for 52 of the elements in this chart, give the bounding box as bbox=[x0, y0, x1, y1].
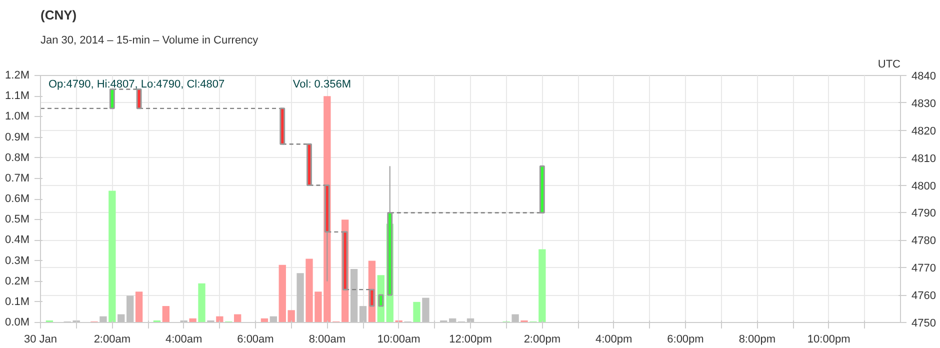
y-tick-label: 0.0M bbox=[5, 316, 30, 328]
x-tick-label: 30 Jan bbox=[24, 334, 58, 346]
candlestick bbox=[378, 294, 384, 307]
x-tick-label: 2:00am bbox=[94, 334, 131, 346]
bar bbox=[413, 302, 420, 322]
x-tick-label: 2:00pm bbox=[524, 334, 561, 346]
y-tick-label: 0.5M bbox=[5, 214, 30, 226]
y-tick-label: 1.1M bbox=[5, 90, 30, 102]
y2-tick-label: 4770 bbox=[912, 262, 936, 275]
bar bbox=[162, 306, 170, 322]
x-tick-label: 8:00pm bbox=[738, 334, 776, 346]
candlestick bbox=[136, 88, 142, 110]
y-tick-label: 1.2M bbox=[5, 70, 30, 82]
x-tick-label: 10:00pm bbox=[807, 334, 850, 346]
candlestick bbox=[369, 288, 375, 307]
text: UTC bbox=[878, 58, 901, 70]
bar bbox=[278, 264, 286, 322]
x-tick-label: 6:00pm bbox=[667, 334, 704, 346]
y2-tick-label: 4790 bbox=[912, 208, 936, 220]
bar bbox=[216, 316, 224, 322]
y2-tick-label: 4830 bbox=[912, 98, 936, 110]
y-tick-label: 0.3M bbox=[5, 254, 30, 267]
annotation: Vol: 0.356M bbox=[292, 78, 351, 90]
x-tick-label: 8:00am bbox=[308, 334, 346, 346]
x-tick-label: 6:00am bbox=[237, 334, 274, 346]
y-tick-label: 0.7M bbox=[5, 172, 30, 184]
x-tick-label: 10:00am bbox=[377, 334, 420, 346]
y-tick-label: 0.4M bbox=[5, 234, 30, 246]
x-tick-label: 12:00pm bbox=[449, 334, 492, 346]
y-tick-label: 0.2M bbox=[5, 275, 30, 288]
bar bbox=[108, 190, 116, 322]
chart-subtitle: Jan 30, 2014 – 15-min – Volume in Currency bbox=[40, 34, 259, 46]
y2-tick-label: 4750 bbox=[912, 318, 936, 330]
y2-tick-label: 4820 bbox=[912, 125, 936, 138]
y2-tick-label: 4780 bbox=[912, 235, 936, 248]
y2-tick-label: 4760 bbox=[912, 290, 936, 302]
y2-tick-label: 4840 bbox=[912, 70, 936, 82]
chart-title: (CNY) bbox=[40, 8, 77, 22]
bar bbox=[198, 283, 206, 322]
y-tick-label: 0.8M bbox=[5, 152, 30, 164]
x-tick-label: 4:00pm bbox=[595, 334, 632, 346]
y2-tick-label: 4810 bbox=[912, 152, 936, 165]
bar bbox=[288, 310, 295, 322]
y-tick-label: 1.0M bbox=[5, 110, 30, 123]
y-tick-label: 0.6M bbox=[5, 193, 30, 205]
annotation: Op:4790, Hi:4807, Lo:4790, Cl:4807 bbox=[48, 78, 225, 90]
y-tick-label: 0.9M bbox=[5, 131, 30, 144]
x-tick-label: 4:00am bbox=[165, 334, 202, 346]
y2-tick-label: 4800 bbox=[912, 180, 936, 192]
bar bbox=[135, 292, 143, 322]
y-tick-label: 0.1M bbox=[5, 296, 30, 308]
candlestick bbox=[109, 88, 115, 110]
